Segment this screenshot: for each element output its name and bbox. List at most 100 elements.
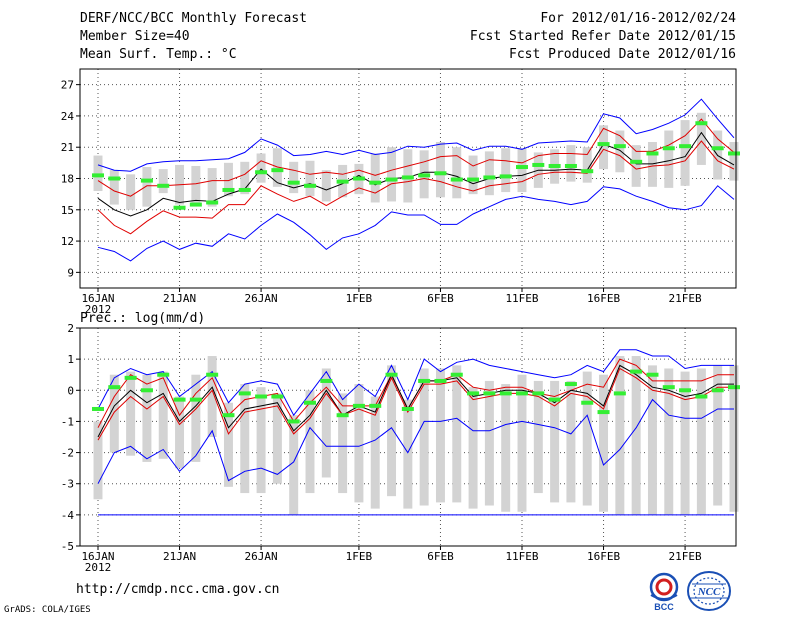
temp-box <box>647 142 657 187</box>
temp-box <box>517 148 527 193</box>
prec-observed-mark <box>613 391 626 396</box>
prec-box <box>566 380 576 503</box>
prec-box <box>468 387 478 509</box>
prec-observed-mark <box>467 391 480 396</box>
prec-xtick-year: 2012 <box>85 561 112 574</box>
temp-observed-mark <box>564 163 577 168</box>
prec-xtick-label: 16JAN <box>81 550 114 563</box>
temp-observed-mark <box>711 146 724 151</box>
prec-box <box>321 368 331 478</box>
forecast-period: For 2012/01/16-2012/02/24 <box>540 11 736 26</box>
prec-observed-mark <box>516 391 528 396</box>
prec-observed-mark <box>124 375 137 380</box>
temp-box <box>289 161 299 194</box>
bcc-logo-text: BCC <box>654 602 674 612</box>
temp-box <box>256 153 266 183</box>
prec-box <box>484 380 494 506</box>
prec-box <box>370 396 380 509</box>
prec-ytick-label: 2 <box>67 322 74 335</box>
temp-observed-mark <box>728 151 740 156</box>
prec-observed-mark <box>238 391 251 396</box>
temp-box <box>207 168 217 207</box>
temp-series-ensemble-mean <box>97 131 735 217</box>
temp-xtick-label: 11FEB <box>505 292 538 305</box>
prec-ytick-label: 1 <box>67 353 74 366</box>
prec-observed-mark <box>369 403 382 408</box>
prec-box <box>664 368 674 515</box>
prec-observed-mark <box>385 372 398 377</box>
temp-observed-mark <box>271 168 284 173</box>
temp-observed-mark <box>630 159 643 164</box>
prec-ytick-label: -4 <box>61 509 75 522</box>
temp-xtick-label: 16FEB <box>587 292 620 305</box>
temp-observed-mark <box>336 179 349 184</box>
prec-observed-mark <box>222 413 235 418</box>
temp-box <box>370 153 380 203</box>
temp-box <box>615 130 625 173</box>
prec-observed-mark <box>157 372 170 377</box>
temp-xtick-year: 2012 <box>85 303 112 316</box>
temp-observed-mark <box>662 146 675 151</box>
prec-box <box>207 356 217 437</box>
prec-box <box>175 396 185 469</box>
prec-observed-mark <box>483 391 496 396</box>
prec-ytick-label: -3 <box>61 478 74 491</box>
temp-observed-mark <box>157 183 170 188</box>
temp-box <box>729 142 739 181</box>
temp-box <box>305 160 315 197</box>
temp-box <box>468 155 478 195</box>
temp-observed-mark <box>369 180 382 185</box>
temp-observed-mark <box>189 202 202 207</box>
prec-xtick-label: 1FEB <box>346 550 373 563</box>
temp-observed-mark <box>597 142 610 147</box>
temp-box <box>126 174 136 210</box>
prec-box <box>158 371 168 459</box>
temp-ytick-label: 15 <box>61 204 74 217</box>
temp-box <box>435 142 445 198</box>
prec-xtick-label: 21FEB <box>669 550 702 563</box>
prec-series-spread-lower <box>97 367 734 441</box>
prec-box <box>582 371 592 506</box>
prec-observed-mark <box>255 394 268 399</box>
prec-box <box>501 384 511 512</box>
temp-observed-mark <box>222 187 235 192</box>
prec-observed-mark <box>532 391 545 396</box>
temp-series-spread-lower <box>97 140 735 235</box>
footer-url[interactable]: http://cmdp.ncc.cma.gov.cn <box>76 582 280 597</box>
temp-box <box>582 147 592 183</box>
prec-box <box>599 374 609 512</box>
prec-box <box>256 387 266 494</box>
temp-ytick-label: 9 <box>67 266 74 279</box>
start-date: Fcst Started Refer Date 2012/01/15 <box>469 29 736 44</box>
temp-box <box>696 112 706 165</box>
prec-ytick-label: 0 <box>67 384 74 397</box>
temp-box <box>452 147 462 199</box>
temp-box <box>272 148 282 187</box>
prec-box <box>615 356 625 515</box>
prec-box <box>517 374 527 512</box>
temp-observed-mark <box>287 180 300 185</box>
prec-box <box>729 365 739 512</box>
temp-observed-mark <box>679 144 692 149</box>
prec-observed-mark <box>92 406 104 411</box>
temp-box <box>191 165 201 205</box>
prec-box <box>387 365 397 497</box>
prec-observed-mark <box>499 391 512 396</box>
temp-box <box>93 155 103 192</box>
prec-box <box>550 380 560 503</box>
temp-observed-mark <box>385 177 398 182</box>
prec-observed-mark <box>320 378 333 383</box>
temp-box <box>142 167 152 207</box>
prec-box <box>354 384 364 503</box>
prec-box <box>403 399 413 509</box>
temp-box <box>566 145 576 182</box>
produced-date: Fcst Produced Date 2012/01/16 <box>509 47 736 62</box>
prec-box <box>533 380 543 494</box>
prec-box <box>142 374 152 462</box>
prec-ytick-label: -2 <box>61 447 74 460</box>
prec-box <box>680 371 690 515</box>
temp-observed-mark <box>255 170 268 175</box>
prec-box <box>452 365 462 503</box>
